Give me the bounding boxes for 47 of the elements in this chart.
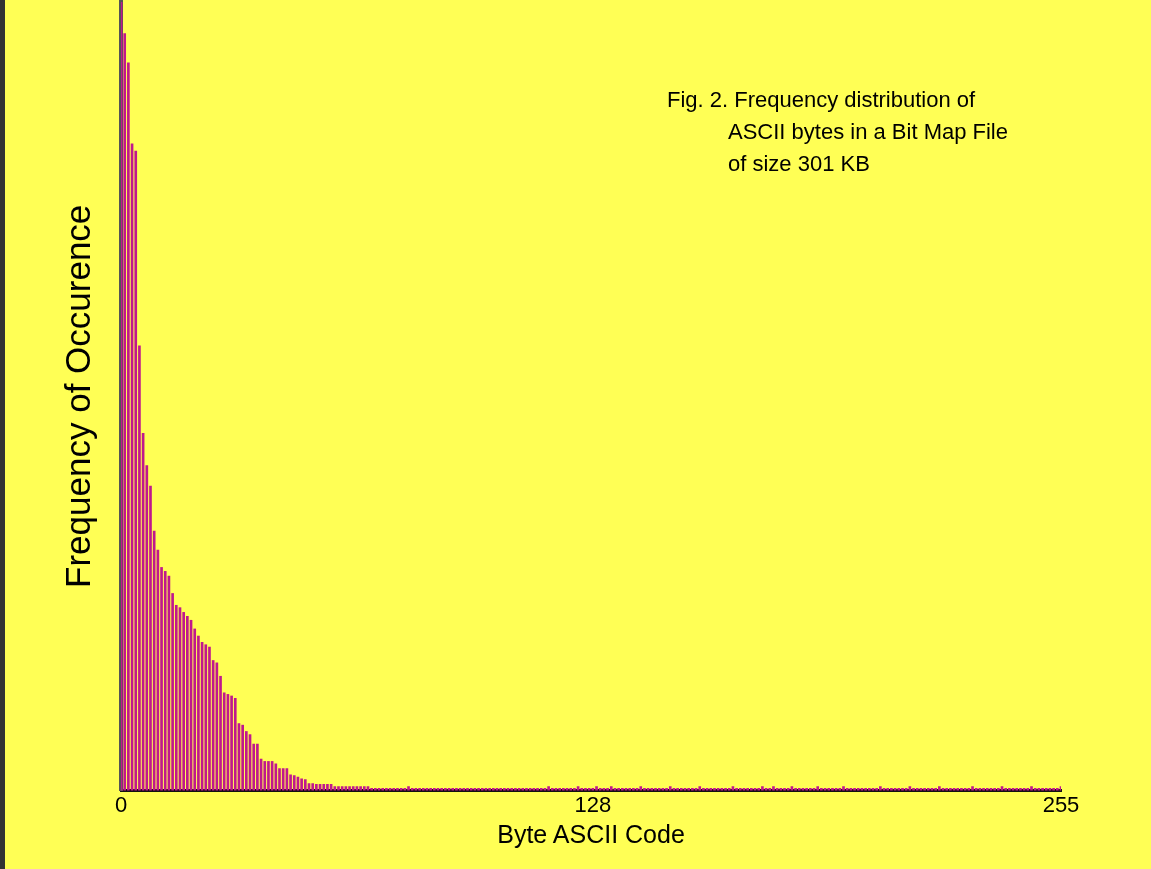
- bar: [407, 786, 410, 791]
- bar: [322, 783, 326, 791]
- bar: [326, 783, 329, 791]
- bar: [208, 646, 211, 791]
- x-axis-title: Byte ASCII Code: [497, 819, 685, 848]
- x-tick-label: 128: [574, 791, 612, 817]
- bar: [333, 786, 337, 791]
- bar: [348, 786, 351, 791]
- bar: [938, 786, 941, 791]
- bar: [281, 768, 285, 791]
- bar: [311, 783, 315, 791]
- bar: [761, 786, 764, 791]
- bar: [241, 724, 244, 791]
- bar: [772, 786, 775, 791]
- bar: [879, 786, 882, 791]
- bar: [163, 571, 167, 791]
- bar: [842, 786, 845, 791]
- bar: [971, 786, 974, 791]
- bar: [609, 786, 613, 791]
- bar: [1030, 786, 1033, 791]
- bar: [263, 761, 267, 791]
- bar: [256, 743, 259, 791]
- bar: [267, 761, 270, 791]
- x-tick-label: 255: [1042, 791, 1080, 817]
- bar: [337, 786, 340, 791]
- bar: [362, 786, 366, 791]
- bar: [698, 786, 702, 791]
- bar: [816, 786, 820, 791]
- bar: [639, 786, 643, 791]
- bar: [204, 644, 208, 791]
- bar: [340, 786, 344, 791]
- bar: [230, 695, 233, 791]
- bar: [315, 783, 318, 791]
- bar: [547, 786, 550, 791]
- bar: [595, 786, 598, 791]
- bar: [351, 786, 355, 791]
- x-tick-label: 0: [114, 791, 128, 817]
- bar: [186, 615, 189, 791]
- bar: [300, 778, 303, 791]
- bar: [303, 779, 307, 791]
- text: Fig. 2. Frequency distribution of ASCII bytes in a Bit Map File of size 301 KB: [667, 86, 1008, 178]
- bar: [274, 763, 278, 791]
- bar: [359, 786, 362, 791]
- y-axis-title: Frequency of Occurence: [57, 204, 97, 588]
- bar: [292, 775, 296, 791]
- bar: [668, 786, 672, 791]
- bar: [233, 698, 237, 791]
